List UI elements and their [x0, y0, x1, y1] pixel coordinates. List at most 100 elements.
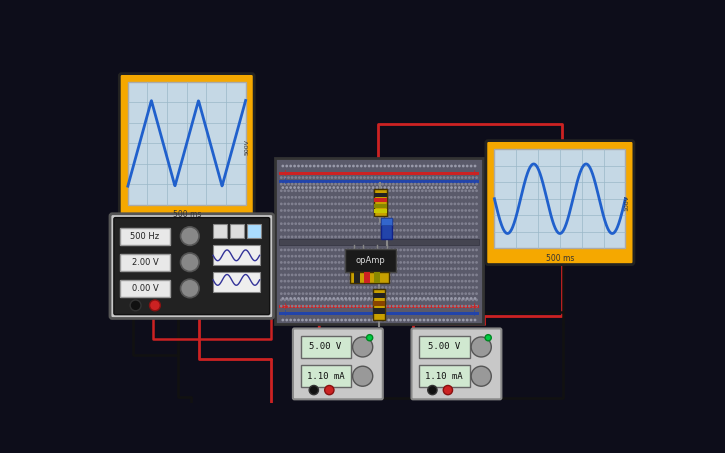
Circle shape [389, 305, 392, 308]
Text: 1.10 mA: 1.10 mA [307, 372, 344, 381]
Circle shape [367, 189, 370, 192]
Circle shape [328, 318, 331, 321]
FancyBboxPatch shape [120, 73, 254, 221]
Circle shape [316, 222, 319, 225]
Circle shape [360, 216, 362, 218]
Circle shape [309, 386, 318, 395]
Circle shape [316, 189, 319, 192]
Circle shape [410, 236, 413, 238]
Circle shape [309, 164, 312, 168]
Circle shape [352, 318, 355, 321]
Circle shape [356, 186, 359, 189]
Circle shape [356, 202, 359, 205]
Circle shape [305, 274, 308, 276]
Bar [279, 312, 479, 315]
Circle shape [338, 229, 341, 231]
Circle shape [309, 249, 312, 251]
Bar [373, 308, 385, 314]
Circle shape [381, 209, 384, 212]
Circle shape [376, 318, 378, 321]
Circle shape [407, 202, 409, 205]
Circle shape [457, 202, 460, 205]
Circle shape [352, 297, 355, 300]
Circle shape [464, 196, 467, 199]
Circle shape [468, 299, 471, 301]
Circle shape [298, 280, 301, 283]
Circle shape [475, 286, 478, 289]
Circle shape [280, 249, 283, 251]
Circle shape [407, 183, 409, 186]
Circle shape [320, 305, 323, 308]
Circle shape [345, 280, 348, 283]
Circle shape [317, 318, 320, 321]
Circle shape [396, 196, 399, 199]
Circle shape [287, 216, 290, 218]
Circle shape [421, 261, 423, 264]
Circle shape [460, 176, 463, 179]
Circle shape [305, 216, 308, 218]
Circle shape [447, 286, 449, 289]
Circle shape [327, 274, 330, 276]
Circle shape [331, 261, 334, 264]
Circle shape [286, 186, 288, 189]
Circle shape [403, 236, 405, 238]
Circle shape [312, 305, 315, 308]
Circle shape [312, 236, 315, 238]
Circle shape [338, 236, 341, 238]
Circle shape [327, 183, 330, 186]
Circle shape [436, 183, 438, 186]
Circle shape [334, 216, 337, 218]
Circle shape [370, 189, 373, 192]
Circle shape [302, 202, 304, 205]
Circle shape [460, 305, 463, 308]
Circle shape [309, 176, 312, 179]
Circle shape [333, 186, 335, 189]
Circle shape [403, 318, 406, 321]
Circle shape [360, 209, 362, 212]
Circle shape [396, 216, 399, 218]
Bar [279, 180, 479, 183]
Circle shape [453, 229, 456, 231]
Circle shape [287, 183, 290, 186]
Circle shape [436, 176, 438, 179]
Circle shape [291, 286, 294, 289]
Circle shape [399, 189, 402, 192]
Circle shape [305, 196, 308, 199]
Circle shape [302, 261, 304, 264]
Circle shape [363, 267, 366, 270]
Circle shape [381, 261, 384, 264]
Circle shape [392, 297, 394, 300]
Circle shape [360, 255, 362, 258]
Circle shape [293, 186, 296, 189]
Circle shape [453, 249, 456, 251]
Circle shape [312, 229, 315, 231]
Circle shape [374, 292, 377, 295]
Circle shape [320, 236, 323, 238]
Circle shape [399, 274, 402, 276]
Circle shape [345, 222, 348, 225]
Circle shape [425, 183, 427, 186]
Circle shape [298, 249, 301, 251]
Circle shape [370, 255, 373, 258]
Circle shape [468, 222, 471, 225]
Circle shape [403, 297, 406, 300]
Circle shape [298, 216, 301, 218]
Circle shape [411, 318, 414, 321]
Circle shape [381, 222, 384, 225]
Circle shape [457, 255, 460, 258]
Circle shape [280, 286, 283, 289]
Circle shape [443, 305, 445, 308]
Circle shape [389, 183, 392, 186]
Circle shape [470, 318, 473, 321]
Circle shape [423, 186, 426, 189]
Circle shape [348, 297, 351, 300]
Circle shape [289, 297, 292, 300]
Circle shape [305, 236, 308, 238]
Circle shape [305, 280, 308, 283]
Circle shape [464, 183, 467, 186]
Circle shape [327, 176, 330, 179]
Circle shape [287, 255, 290, 258]
Circle shape [283, 189, 286, 192]
Circle shape [360, 299, 362, 301]
Circle shape [473, 297, 476, 300]
